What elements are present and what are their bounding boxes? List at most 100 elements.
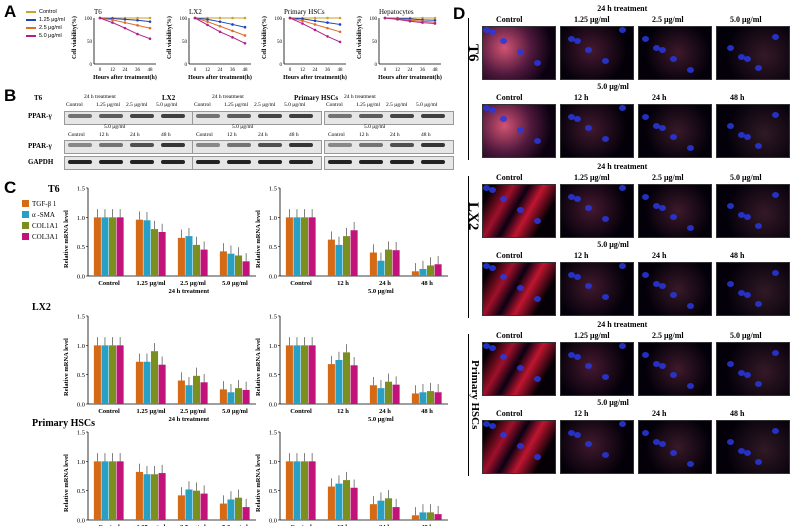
dose-label: 5.0 μg/ml xyxy=(416,102,438,108)
bar xyxy=(377,260,385,276)
bar xyxy=(392,384,400,404)
blot-group-title: LX2 xyxy=(162,94,176,102)
nucleus-blob xyxy=(755,301,762,307)
nucleus-blob xyxy=(619,105,626,111)
y-tick-label: 50 xyxy=(87,40,93,45)
column-label: 1.25 μg/ml xyxy=(574,15,610,24)
nucleus-blob xyxy=(534,296,541,302)
row-header: 5.0 μg/ml xyxy=(597,240,629,249)
data-point xyxy=(206,23,209,27)
data-point xyxy=(148,26,152,30)
data-point xyxy=(313,16,317,20)
blot-band xyxy=(196,143,220,147)
bar xyxy=(350,230,358,276)
data-point xyxy=(338,30,342,34)
blot-band xyxy=(328,114,352,118)
panel-a-legend: Control 1.25 μg/ml 2.5 μg/ml 5.0 μg/ml xyxy=(26,8,88,40)
bar xyxy=(101,217,109,276)
legend-item: 1.25 μg/ml xyxy=(26,16,88,24)
data-point xyxy=(243,25,247,29)
data-point xyxy=(301,22,304,25)
nucleus-blob xyxy=(653,45,660,51)
time-label: 12 h xyxy=(227,132,237,138)
nucleus-blob xyxy=(755,143,762,149)
bar xyxy=(242,507,250,520)
dose-label: 2.5 μg/ml xyxy=(386,102,408,108)
data-point xyxy=(288,16,292,20)
x-tick-label: 0 xyxy=(99,68,102,73)
blot-band xyxy=(421,160,445,164)
nucleus-blob xyxy=(534,138,541,144)
micrograph-tile xyxy=(482,420,556,474)
y-axis-label: Cell viability(%) xyxy=(166,16,173,59)
column-label: Control xyxy=(496,93,523,102)
blot-band xyxy=(359,143,383,147)
x-tick-label: 1.25 μg/ml xyxy=(137,408,166,415)
bar xyxy=(158,473,166,520)
y-tick-label: 0.0 xyxy=(77,518,85,525)
time-label: 24 h xyxy=(390,132,400,138)
x-tick-label: Control xyxy=(98,408,120,415)
nucleus-blob xyxy=(483,421,490,427)
bar xyxy=(419,268,427,276)
nucleus-blob xyxy=(755,65,762,71)
bar xyxy=(151,351,159,404)
bar xyxy=(235,255,243,276)
y-axis-label: Relative mRNA level xyxy=(255,338,262,396)
data-point xyxy=(111,21,114,24)
y-tick-label: 0.0 xyxy=(77,402,85,409)
y-axis-label: Relative mRNA level xyxy=(63,454,70,512)
bar xyxy=(369,252,377,276)
column-label: 5.0 μg/ml xyxy=(730,15,762,24)
data-point xyxy=(326,26,329,30)
blot-band xyxy=(196,114,220,118)
x-tick-label: 36 xyxy=(420,68,426,73)
column-label: 2.5 μg/ml xyxy=(652,331,684,340)
bar xyxy=(434,514,442,520)
bar xyxy=(343,352,351,404)
nucleus-blob xyxy=(687,145,694,151)
cell-line-label: LX2 xyxy=(465,202,481,231)
nucleus-blob xyxy=(489,423,496,429)
y-tick-label: 0.5 xyxy=(269,372,277,379)
nucleus-blob xyxy=(727,439,734,445)
nucleus-blob xyxy=(738,54,745,60)
nucleus-blob xyxy=(772,112,779,118)
nucleus-blob xyxy=(738,370,745,376)
nucleus-blob xyxy=(517,127,524,133)
nucleus-blob xyxy=(670,214,677,220)
bar xyxy=(200,493,208,520)
nucleus-blob xyxy=(659,125,666,131)
legend-item: COL3A1 xyxy=(22,231,72,242)
y-tick-label: 100 xyxy=(275,17,283,22)
bar xyxy=(377,500,385,520)
bar xyxy=(308,461,316,520)
y-tick-label: 1.0 xyxy=(77,215,85,222)
nucleus-blob xyxy=(585,125,592,131)
data-point xyxy=(206,18,209,21)
data-point xyxy=(408,19,412,23)
x-tick-label: Control xyxy=(290,408,312,415)
y-tick-label: 50 xyxy=(277,40,283,45)
bar xyxy=(116,461,124,520)
y-tick-label: 0.5 xyxy=(77,488,85,495)
nucleus-blob xyxy=(653,281,660,287)
bar xyxy=(385,498,393,520)
data-point xyxy=(231,36,234,39)
x-tick-label: 2.5 μg/ml xyxy=(180,408,206,415)
data-point xyxy=(326,16,329,20)
micrograph-tile xyxy=(638,420,712,474)
dose-header: 5.0 μg/ml xyxy=(232,124,254,130)
data-point xyxy=(243,34,247,37)
data-point xyxy=(433,22,437,25)
nucleus-blob xyxy=(738,212,745,218)
blot-band xyxy=(390,160,414,164)
bar xyxy=(411,393,419,404)
bar xyxy=(419,512,427,520)
y-axis-label: Relative mRNA level xyxy=(63,338,70,396)
nucleus-blob xyxy=(574,274,581,280)
nucleus-blob xyxy=(772,428,779,434)
y-tick-label: 50 xyxy=(372,40,378,45)
dose-header: 5.0 μg/ml xyxy=(364,124,386,130)
nucleus-blob xyxy=(744,134,751,140)
